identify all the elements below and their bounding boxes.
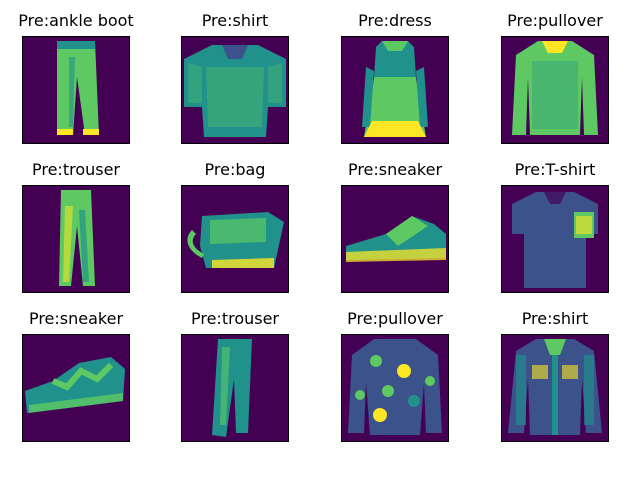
dress-icon [362,41,428,137]
panel-title: Pre:sneaker [28,309,124,328]
panel-image [181,36,289,144]
jacket-icon [508,339,602,435]
panel-image [22,185,130,293]
panel-title: Pre:shirt [521,309,589,328]
panel-title: Pre:pullover [507,11,603,30]
trousers-icon [59,190,95,286]
shirt-icon [184,45,286,137]
panel-title: Pre:pullover [347,309,443,328]
trousers-icon [212,339,252,437]
trousers-icon [57,41,99,135]
panel-image [181,185,289,293]
sandal-icon [25,357,125,413]
panel-image [501,185,609,293]
sneaker-icon [346,216,446,262]
panel-title: Pre:ankle boot [18,11,134,30]
panel-title: Pre:bag [204,160,266,179]
panel-image [181,334,289,442]
pullover-icon [348,339,442,435]
panel-title: Pre:trouser [190,309,279,328]
bag-icon [187,212,284,268]
panel-title: Pre:sneaker [347,160,443,179]
panel-title: Pre:shirt [201,11,269,30]
panel-title: Pre:T-shirt [514,160,596,179]
panel-image [22,36,130,144]
panel-image [501,334,609,442]
pullover-icon [512,41,598,135]
panel-image [341,334,449,442]
panel-image [341,36,449,144]
panel-title: Pre:dress [358,11,432,30]
panel-image [22,334,130,442]
panel-image [501,36,609,144]
panel-image [341,185,449,293]
tshirt-icon [512,192,598,288]
panel-title: Pre:trouser [31,160,120,179]
